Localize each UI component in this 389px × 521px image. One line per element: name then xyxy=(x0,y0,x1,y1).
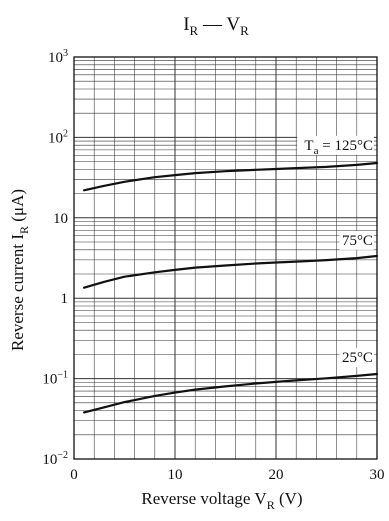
y-tick-label: 103 xyxy=(48,48,68,66)
series-line-125°C xyxy=(82,161,379,192)
y-tick-label: 1 xyxy=(61,291,69,307)
series-line-25°C xyxy=(82,372,379,414)
series-label-bg xyxy=(339,348,374,368)
series-label: 25°C xyxy=(342,350,373,366)
x-tick-label: 30 xyxy=(370,467,385,483)
series-line-75°C xyxy=(82,254,379,289)
x-axis-label: Reverse voltage VR (V) xyxy=(141,489,302,512)
series-labels: Ta = 125°C 75°C 25°C xyxy=(297,135,374,368)
series-group xyxy=(82,161,379,414)
series-label-bg xyxy=(297,135,374,155)
series-label-bg xyxy=(339,230,374,250)
series-label: 75°C xyxy=(342,233,373,249)
x-axis-ticks: 0 10 20 30 xyxy=(70,467,384,483)
grid xyxy=(73,57,378,460)
y-tick-label: 102 xyxy=(48,128,68,146)
series-label: Ta = 125°C xyxy=(304,138,373,157)
plot-frame xyxy=(73,56,378,460)
y-tick-label: 10 xyxy=(53,211,68,227)
y-tick-label: 10−1 xyxy=(42,370,68,388)
y-axis-label: Reverse current IR (μA) xyxy=(8,189,31,351)
x-tick-label: 10 xyxy=(168,467,183,483)
y-tick-label: 10−2 xyxy=(42,450,68,468)
x-tick-label: 0 xyxy=(70,467,78,483)
chart-title: IR — VR xyxy=(183,14,249,38)
x-tick-label: 20 xyxy=(269,467,284,483)
